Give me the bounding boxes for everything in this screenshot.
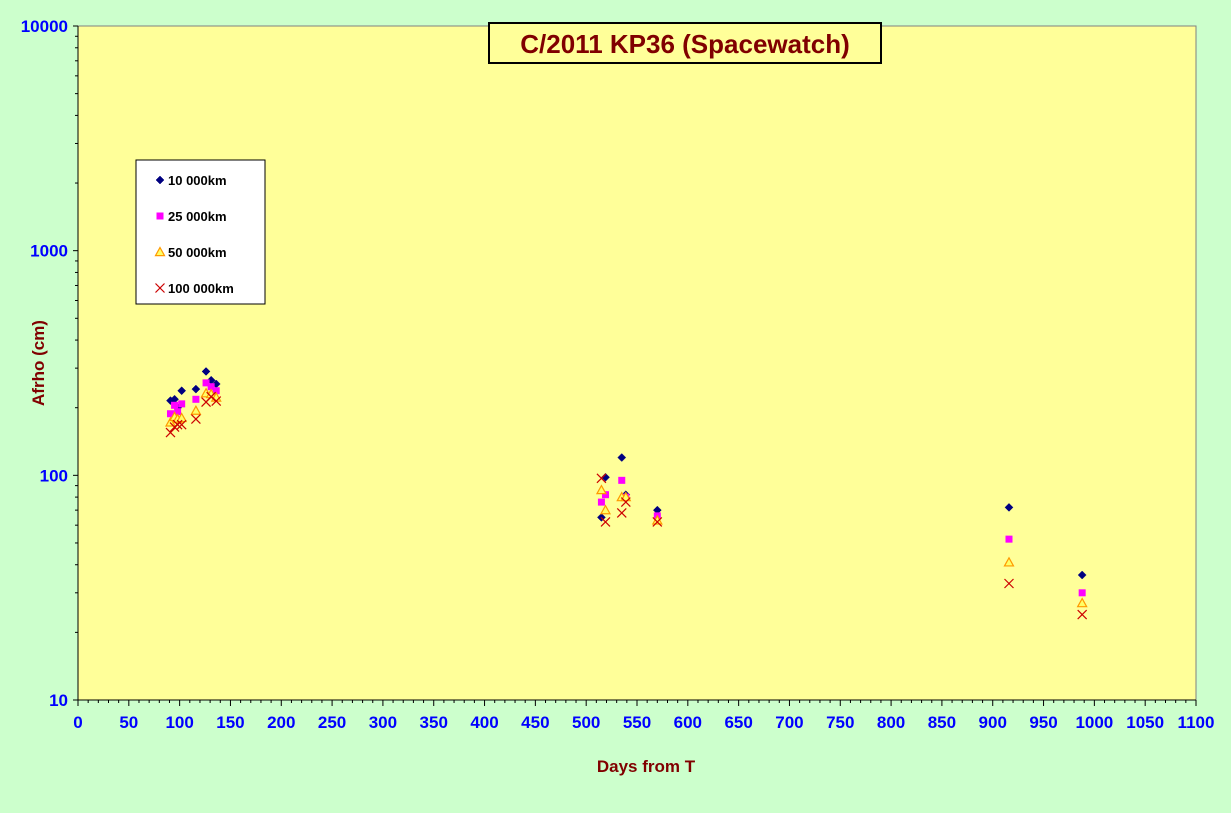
x-tick-label: 450 [521,713,549,732]
data-point [652,517,663,527]
data-point [166,410,174,418]
y-tick-label: 100 [40,466,68,485]
x-axis-label: Days from T [597,757,696,776]
data-point [620,491,632,502]
x-tick-label: 600 [674,713,702,732]
data-point [171,401,179,409]
data-point [1076,597,1088,608]
data-point [600,517,611,527]
x-tick-label: 700 [775,713,803,732]
data-point [595,484,607,495]
data-point [1004,578,1014,589]
data-point [597,498,605,506]
x-tick-label: 1050 [1126,713,1164,732]
x-tick-label: 100 [165,713,193,732]
data-point [190,414,201,424]
x-tick-label: 0 [73,713,82,732]
legend-marker [155,283,165,293]
data-point [599,504,612,515]
y-tick-label: 10000 [21,17,68,36]
legend-entry: 100 000km [155,281,234,296]
data-point [601,472,610,482]
legend-marker [156,212,164,220]
x-tick-label: 250 [318,713,346,732]
data-point [596,473,607,484]
legend-entry: 25 000km [156,209,227,224]
y-tick-label: 10 [49,691,68,710]
legend-entry: 50 000km [154,245,227,260]
data-point [177,386,187,396]
data-point [178,400,186,408]
legend-label: 10 000km [168,173,227,188]
x-tick-label: 50 [119,713,138,732]
legend-entry: 10 000km [155,173,227,188]
series-3 [164,387,1088,608]
data-point [164,416,177,427]
data-point [1078,589,1086,597]
chart-title: C/2011 KP36 (Spacewatch) [520,29,850,59]
x-axis-ticks: 0 50 100 150 200 250 300 350 400 450 500 550 600 650 7… [73,700,1214,732]
data-point [191,384,201,394]
legend-label: 25 000km [168,209,227,224]
data-point [174,408,182,416]
x-tick-label: 850 [928,713,956,732]
x-tick-label: 200 [267,713,295,732]
x-tick-label: 500 [572,713,600,732]
data-point [211,396,222,407]
data-point [201,367,211,376]
data-point [176,412,188,423]
data-point [617,453,627,462]
data-point [212,387,220,395]
series-4 [165,391,1088,620]
data-point [172,419,183,430]
legend-box [135,159,266,305]
data-point [190,404,202,415]
legend: 10 000km 25 000km 50 000km 100 000km [135,159,266,305]
legend-marker [155,175,165,185]
data-point [1003,556,1015,567]
data-point [1004,503,1014,512]
x-tick-label: 800 [877,713,905,732]
data-point [1077,609,1088,620]
x-tick-label: 900 [979,713,1007,732]
legend-marker [154,246,166,257]
legend-label: 50 000km [168,245,227,260]
x-tick-label: 950 [1029,713,1057,732]
data-point [618,476,626,484]
data-point [207,383,215,391]
x-tick-label: 300 [369,713,397,732]
data-point [192,395,200,403]
data-markers [164,367,1088,620]
data-point [616,508,627,518]
data-point [176,419,187,430]
data-point [202,379,210,387]
x-tick-label: 350 [420,713,448,732]
x-tick-label: 550 [623,713,651,732]
x-tick-label: 1000 [1075,713,1113,732]
y-tick-label: 1000 [30,242,68,261]
legend-label: 100 000km [168,281,234,296]
x-tick-label: 650 [724,713,752,732]
data-point [1005,535,1013,543]
data-point [1077,570,1087,580]
x-tick-label: 750 [826,713,854,732]
data-point [601,491,609,499]
chart-title-box: C/2011 KP36 (Spacewatch) [488,22,882,64]
y-axis-label: Afrho (cm) [29,320,48,406]
x-tick-label: 1100 [1178,713,1215,732]
x-tick-label: 400 [470,713,498,732]
data-point [620,497,631,508]
x-tick-label: 150 [216,713,244,732]
plot-area [77,25,1197,701]
